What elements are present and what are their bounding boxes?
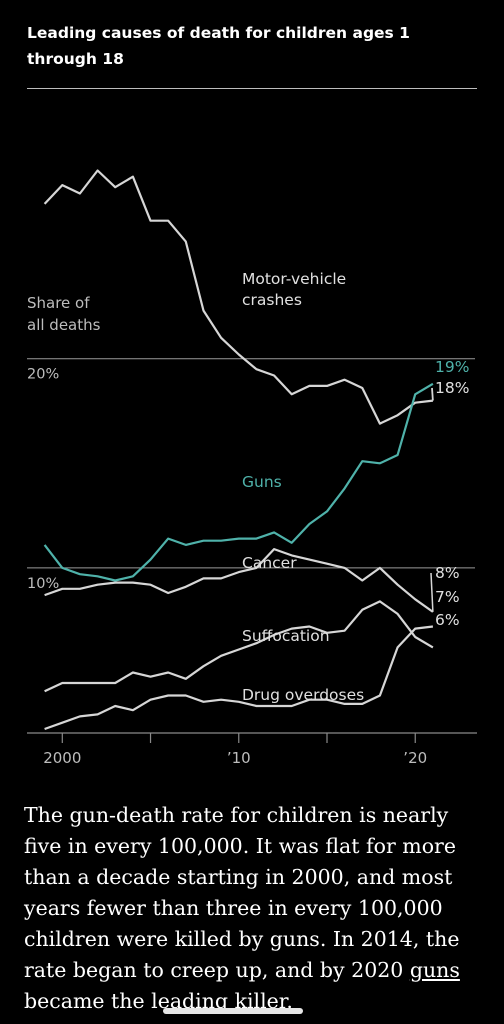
series-line-cancer xyxy=(44,548,434,613)
paragraph-text-start: The gun-death rate for children is nearl… xyxy=(24,803,460,982)
series-label-guns: Guns xyxy=(242,473,282,491)
y-axis-title: Share of all deaths xyxy=(27,294,101,334)
series-labels: Motor-vehicle crashes Guns Cancer Suffocatio… xyxy=(242,270,469,704)
series-label-suffocation: Suffocation xyxy=(242,627,330,645)
end-leader-cancer xyxy=(430,572,434,612)
title-divider xyxy=(27,88,477,89)
end-label-motor-vehicle-crashes: 18% xyxy=(435,379,469,397)
series-lines xyxy=(43,169,434,731)
y-axis-title-line-2: all deaths xyxy=(27,316,101,334)
chart-title: Leading causes of death for children age… xyxy=(27,24,410,68)
y-tick-label-20: 20% xyxy=(27,367,59,383)
series-line-drug-overdoses xyxy=(44,625,434,731)
article-paragraph: The gun-death rate for children is nearl… xyxy=(24,800,484,1017)
x-tick-label-2020: ’20 xyxy=(403,749,427,767)
end-label-guns: 19% xyxy=(435,358,469,376)
x-axis: 2000 ’10 ’20 xyxy=(27,732,477,767)
series-line-motor-vehicle-crashes xyxy=(43,169,434,425)
end-label-drug-overdoses: 6% xyxy=(435,611,460,629)
end-label-suffocation: 7% xyxy=(435,588,460,606)
line-chart: 20% 10% 2000 ’10 ’20 Share of all deaths Mot… xyxy=(27,169,477,767)
x-tick-label-2000: 2000 xyxy=(43,749,81,767)
home-indicator[interactable] xyxy=(163,1008,303,1014)
series-label-drug-overdoses: Drug overdoses xyxy=(242,686,364,704)
series-line-suffocation xyxy=(44,600,434,693)
series-label-motor-vehicle-crashes-line-1: Motor-vehicle xyxy=(242,270,346,288)
y-axis-title-line-1: Share of xyxy=(27,294,90,312)
end-leader-motor-vehicle-crashes xyxy=(431,387,434,401)
series-label-cancer: Cancer xyxy=(242,554,297,572)
series-line-guns xyxy=(43,382,434,582)
gridlines: 20% 10% xyxy=(27,358,475,592)
x-tick-label-2010: ’10 xyxy=(227,749,251,767)
end-label-cancer: 8% xyxy=(435,564,460,582)
y-tick-label-10: 10% xyxy=(27,576,59,592)
guns-link[interactable]: guns xyxy=(409,958,460,982)
series-label-motor-vehicle-crashes-line-2: crashes xyxy=(242,291,302,309)
